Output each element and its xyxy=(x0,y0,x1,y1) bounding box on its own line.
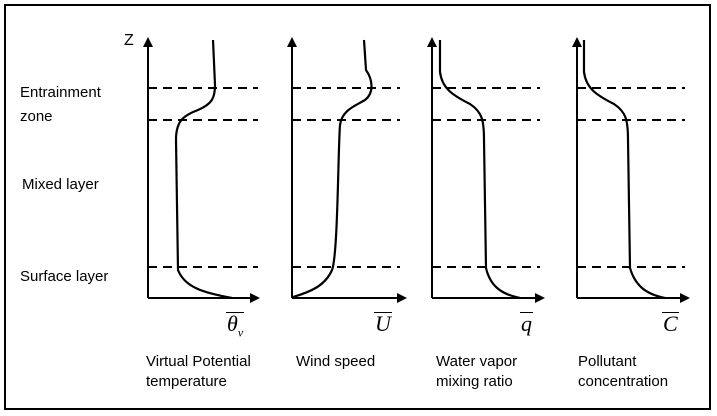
wind-profile-curve xyxy=(292,39,373,299)
symbol-theta: θ xyxy=(227,311,238,336)
figure-frame xyxy=(4,4,711,410)
panel-pollutant xyxy=(572,37,690,303)
caption-line1: Pollutant xyxy=(578,353,637,370)
caption-line2: mixing ratio xyxy=(436,373,513,390)
symbol-c: C xyxy=(662,311,679,336)
caption-wind-speed: Wind speed xyxy=(296,352,375,372)
panel-wind-speed xyxy=(287,37,407,303)
caption-line2: concentration xyxy=(578,373,669,390)
caption-line1: Wind speed xyxy=(296,353,376,370)
layer-label-mixed: Mixed layer xyxy=(22,176,99,193)
symbol-u: U xyxy=(374,311,392,336)
symbol-q: q xyxy=(520,311,533,336)
caption-line1: Water vapor xyxy=(436,353,518,370)
caption-pollutant-concentration: Pollutant concentration xyxy=(578,352,668,392)
panel-water-vapor xyxy=(427,37,545,303)
symbol-theta-v: θv xyxy=(226,311,245,343)
layer-label-entrainment-line2: zone xyxy=(20,108,53,125)
layer-label-surface: Surface layer xyxy=(20,268,109,285)
caption-virtual-potential-temperature: Virtual Potential temperature xyxy=(146,352,251,392)
caption-line1: Virtual Potential xyxy=(146,353,251,370)
panel-virtual-potential-temperature xyxy=(143,37,260,303)
symbol-theta-subscript: v xyxy=(237,325,244,340)
z-axis-label: Z xyxy=(124,32,134,49)
caption-water-vapor-mixing-ratio: Water vapor mixing ratio xyxy=(436,352,517,392)
caption-line2: temperature xyxy=(146,373,227,390)
theta-profile-curve xyxy=(174,39,233,300)
layer-label-entrainment-line1: Entrainment xyxy=(20,84,101,101)
water-vapor-profile-curve xyxy=(438,40,521,300)
pollutant-profile-curve xyxy=(582,40,666,300)
